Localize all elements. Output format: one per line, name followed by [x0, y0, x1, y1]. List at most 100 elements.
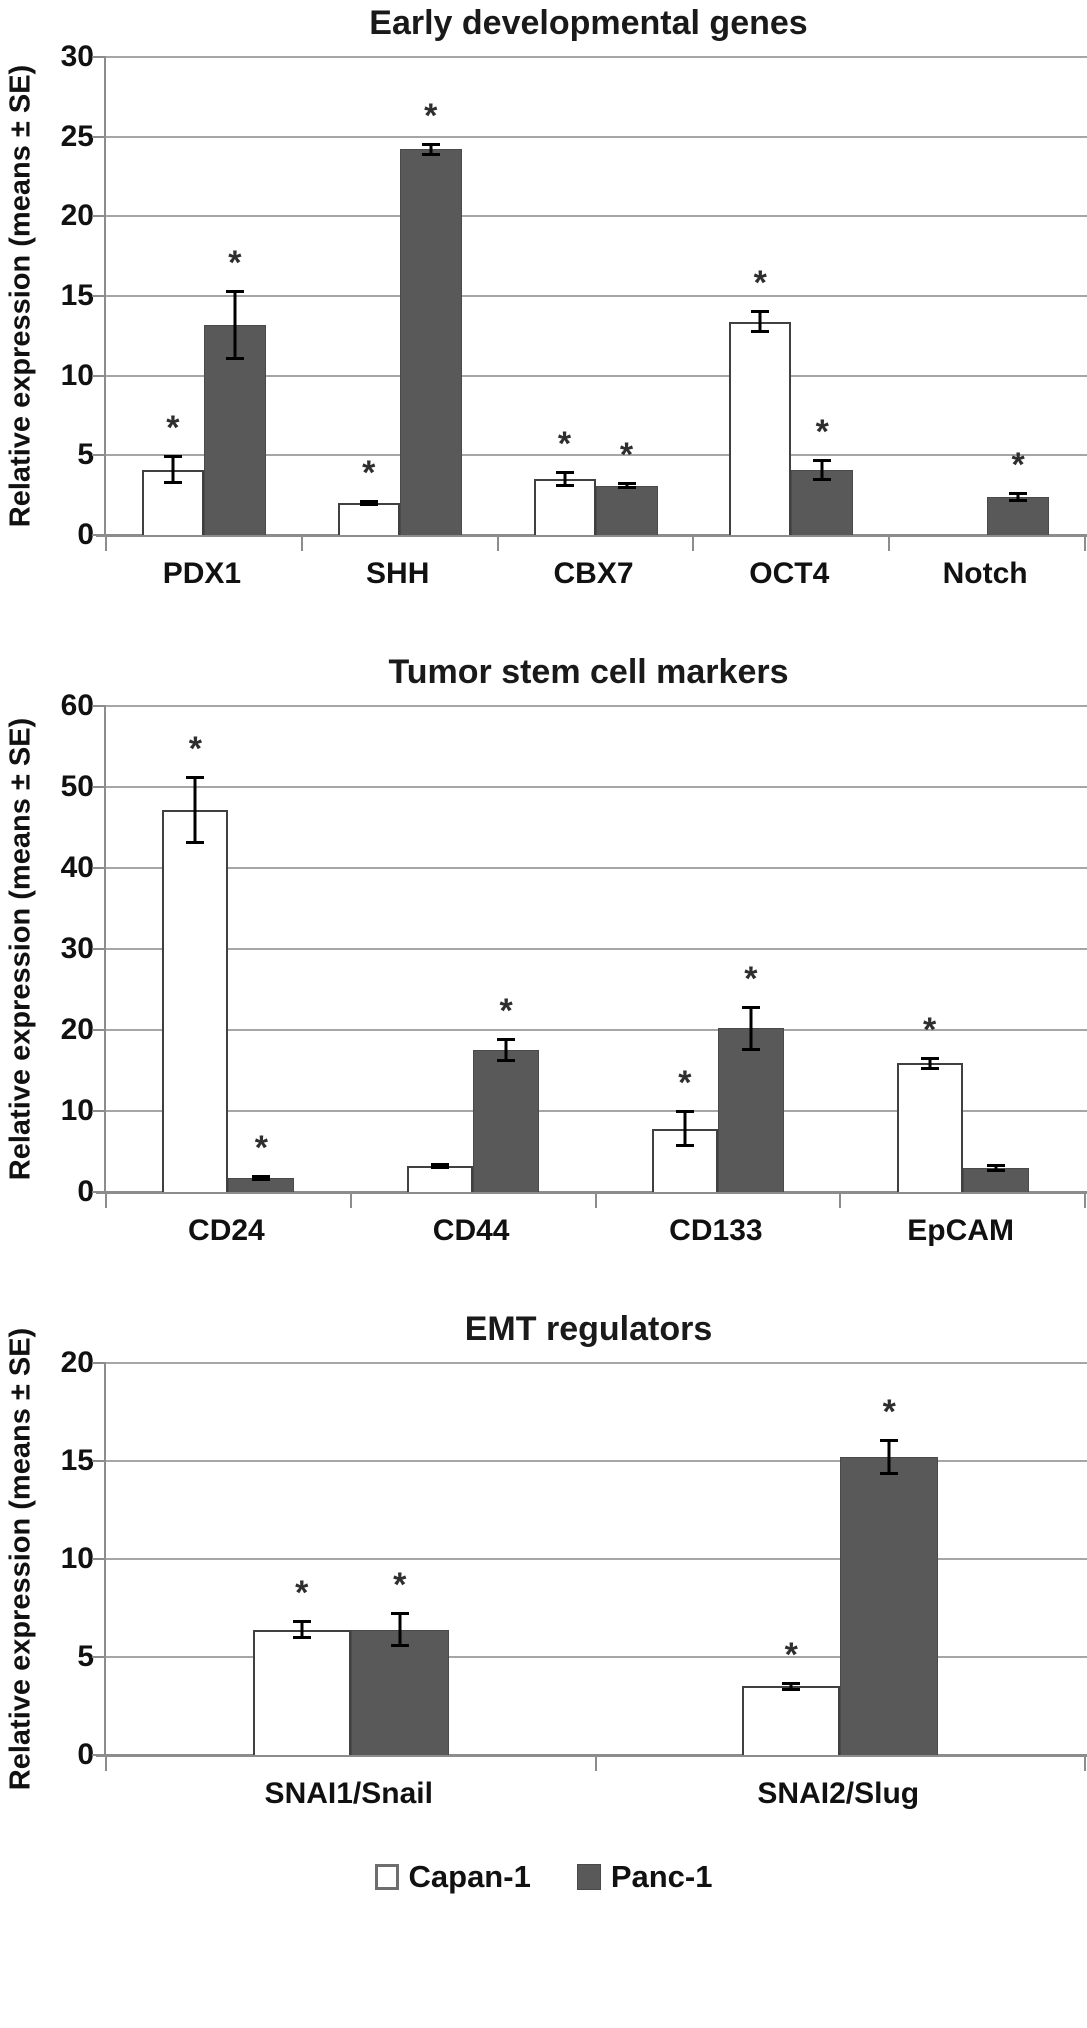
x-category-label: SNAI1/Snail	[264, 1777, 433, 1810]
bar-capan-1-oct4	[729, 321, 792, 535]
error-bar-capan-1-cd133	[675, 1110, 694, 1148]
error-bar-panc-1-cd24	[252, 1175, 271, 1182]
bar-panc-1-shh	[399, 149, 462, 535]
chart-tumor-stem-cell-markers: Tumor stem cell markers Relative expressi…	[0, 653, 1087, 1270]
x-category-label: PDX1	[162, 557, 242, 590]
significance-asterisk: *	[815, 412, 829, 451]
y-tick-mark	[92, 1029, 106, 1031]
gridline	[106, 705, 1087, 707]
error-bar-panc-1-cbx7	[617, 482, 636, 489]
y-tick-label: 20	[60, 1346, 94, 1379]
error-bar-panc-1-pdx1	[225, 289, 244, 360]
gridline	[106, 215, 1087, 218]
y-tick-label: 15	[60, 1444, 94, 1477]
y-tick-mark	[92, 948, 106, 950]
chart-body: Relative expression (means ± SE) 0 10 20 30 4…	[0, 691, 1087, 1208]
gridline	[106, 135, 1087, 138]
x-tick-mark	[349, 1192, 352, 1208]
error-bar-capan-1-epcam	[920, 1056, 939, 1070]
x-tick-mark	[105, 1755, 107, 1771]
error-bar-panc-1-epcam	[986, 1163, 1005, 1172]
x-axis-labels: PDX1 SHH CBX7 OCT4 Notch	[104, 549, 1087, 613]
x-tick-mark	[1084, 1755, 1086, 1771]
chart-early-developmental-genes: Early developmental genes Relative expres…	[0, 4, 1087, 613]
legend-label-capan1: Capan-1	[408, 1859, 531, 1894]
y-tick-label: 30	[60, 932, 94, 965]
chart-emt-regulators: EMT regulators Relative expression (means…	[0, 1310, 1087, 1833]
significance-asterisk: *	[362, 453, 376, 492]
x-axis-line	[96, 1191, 1087, 1194]
y-tick-mark	[92, 295, 106, 297]
y-tick-label: 40	[60, 851, 94, 884]
x-tick-mark	[1084, 1192, 1086, 1208]
significance-asterisk: *	[166, 409, 180, 448]
gridline	[106, 454, 1087, 457]
y-axis-label: Relative expression (means ± SE)	[0, 706, 42, 1192]
y-tick-mark	[92, 1362, 106, 1364]
chart-body: Relative expression (means ± SE) 0 5 10 15 20…	[0, 42, 1087, 551]
capan1-swatch-icon	[374, 1864, 399, 1890]
bar-capan-1-cbx7	[533, 479, 596, 535]
y-tick-label: 30	[60, 40, 94, 73]
error-bar-panc-1-notch	[1009, 492, 1028, 502]
error-bar-panc-1-snai1-snail	[390, 1611, 409, 1648]
y-tick-mark	[92, 867, 106, 869]
significance-asterisk: *	[744, 959, 758, 998]
error-bar-capan-1-pdx1	[163, 455, 182, 485]
x-axis-line	[96, 534, 1087, 537]
chart-body: Relative expression (means ± SE) 0 5 10 15 20…	[0, 1328, 1087, 1790]
x-axis-labels: SNAI1/Snail SNAI2/Slug	[104, 1769, 1087, 1833]
error-bar-capan-1-snai2-slug	[782, 1681, 801, 1692]
error-bar-capan-1-cbx7	[555, 471, 574, 488]
error-bar-capan-1-cd44	[431, 1162, 450, 1170]
y-tick-label: 10	[60, 358, 94, 392]
error-bar-panc-1-cd44	[497, 1038, 516, 1063]
y-tick-mark	[92, 1460, 106, 1462]
y-tick-label: 60	[60, 689, 94, 722]
panc1-swatch-icon	[576, 1864, 601, 1890]
y-tick-mark	[92, 135, 106, 138]
chart-title: Tumor stem cell markers	[388, 653, 789, 691]
plot-area: * * * * * * * * *	[92, 56, 1087, 551]
x-category-label: EpCAM	[907, 1214, 1014, 1247]
y-tick-label: 5	[77, 438, 94, 472]
x-axis-labels: CD24 CD44 CD133 EpCAM	[104, 1206, 1087, 1270]
gridline	[106, 1362, 1087, 1364]
y-tick-mark	[92, 454, 106, 457]
error-bar-panc-1-shh	[421, 143, 440, 156]
charts-container: Early developmental genes Relative expres…	[0, 4, 1087, 1833]
significance-asterisk: *	[923, 1010, 937, 1049]
error-bar-panc-1-snai2-slug	[880, 1439, 899, 1475]
x-tick-mark	[594, 1192, 597, 1208]
y-axis-label-text: Relative expression (means ± SE)	[4, 717, 37, 1181]
x-category-label: OCT4	[749, 557, 830, 590]
y-tick-label: 15	[60, 279, 94, 312]
significance-asterisk: *	[295, 1573, 309, 1612]
x-category-label: SNAI2/Slug	[757, 1777, 920, 1810]
y-axis-label-text: Relative expression (means ± SE)	[4, 64, 37, 528]
bar-capan-1-snai1-snail	[252, 1629, 351, 1755]
gridline	[106, 1110, 1087, 1112]
significance-asterisk: *	[228, 243, 242, 282]
y-axis-label: Relative expression (means ± SE)	[0, 1328, 42, 1790]
bar-panc-1-cd133	[717, 1028, 784, 1192]
y-tick-label: 50	[60, 770, 94, 803]
error-bar-panc-1-cd133	[741, 1005, 760, 1052]
bar-panc-1-snai1-snail	[350, 1629, 449, 1755]
plot-area: * * * * * *	[92, 705, 1087, 1208]
error-bar-capan-1-snai1-snail	[292, 1619, 311, 1640]
y-tick-label: 0	[77, 518, 94, 551]
x-tick-mark	[692, 535, 695, 551]
bar-capan-1-snai2-slug	[742, 1686, 841, 1755]
y-tick-label: 10	[60, 1542, 94, 1575]
gridline	[106, 786, 1087, 788]
gridline	[106, 948, 1087, 950]
bar-panc-1-cbx7	[595, 485, 658, 535]
bar-panc-1-notch	[987, 496, 1050, 535]
gridline	[106, 1558, 1087, 1560]
legend-label-panc1: Panc-1	[610, 1859, 713, 1894]
x-axis-line	[96, 1754, 1087, 1757]
significance-asterisk: *	[619, 436, 634, 475]
bar-capan-1-epcam	[896, 1063, 963, 1192]
